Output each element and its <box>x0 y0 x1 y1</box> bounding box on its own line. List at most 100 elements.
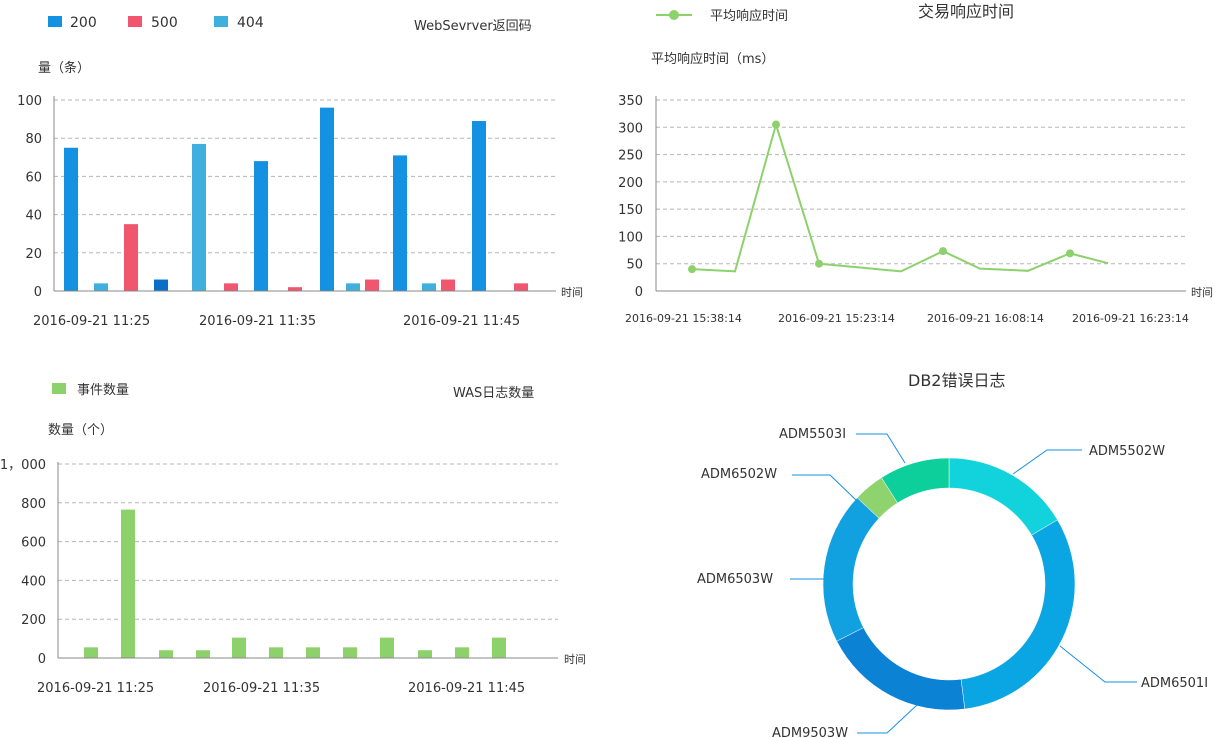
bar <box>365 279 379 291</box>
bar <box>441 279 455 291</box>
y-axis-label: 平均响应时间（ms） <box>651 51 774 67</box>
legend-label-404: 404 <box>237 15 264 31</box>
legend-label-500: 500 <box>151 15 178 31</box>
data-point <box>688 265 696 274</box>
bar <box>121 509 135 658</box>
legend-swatch <box>52 383 66 394</box>
bar <box>288 287 302 291</box>
legend: 平均响应时间 <box>656 8 788 24</box>
y-tick-label: 1，000 <box>0 458 46 473</box>
y-tick-label: 200 <box>21 613 46 628</box>
bar <box>154 279 168 291</box>
x-tick-label: 2016-09-21 11:25 <box>37 681 154 696</box>
chart-title: WAS日志数量 <box>453 386 534 401</box>
bar <box>422 283 436 291</box>
bar <box>84 647 98 658</box>
callout-line-adm6502w <box>792 474 857 501</box>
y-tick-label: 600 <box>21 536 46 551</box>
y-axis-label: 数量（个） <box>48 423 113 438</box>
slice-label-adm6501i: ADM6501I <box>1141 676 1208 691</box>
bar <box>254 161 268 291</box>
x-tick-label: 2016-09-21 11:25 <box>33 314 150 329</box>
x-tick-label: 2016-09-21 15:38:14 <box>625 312 742 325</box>
legend-swatch-404 <box>214 16 228 27</box>
donut-slice <box>881 457 950 504</box>
data-point <box>1066 249 1074 258</box>
callout-line-adm9503w <box>857 704 918 734</box>
legend: 事件数量 <box>52 383 129 398</box>
donut-slice <box>822 497 880 642</box>
bar <box>472 121 486 291</box>
legend-swatch-200 <box>48 16 62 27</box>
legend-label-200: 200 <box>70 15 97 31</box>
x-tick-label: 2016-09-21 11:35 <box>203 681 320 696</box>
series-line <box>691 121 1109 273</box>
y-tick-label: 0 <box>635 285 643 300</box>
bar <box>224 283 238 291</box>
bar <box>124 224 138 291</box>
bar <box>418 650 432 658</box>
bar <box>306 647 320 658</box>
bar <box>94 283 108 291</box>
bar <box>346 283 360 291</box>
bar <box>196 650 210 658</box>
legend-marker <box>669 10 679 20</box>
bar <box>492 637 506 658</box>
y-tick-label: 100 <box>17 94 42 109</box>
bar <box>159 650 173 658</box>
chart-title: WebSevrver返回码 <box>414 19 532 34</box>
callout-line-adm6501i <box>1059 645 1137 683</box>
y-tick-label: 50 <box>626 258 643 273</box>
y-tick-label: 100 <box>618 230 643 245</box>
y-tick-label: 800 <box>21 497 46 512</box>
bar <box>514 283 528 291</box>
y-tick-label: 150 <box>618 203 643 218</box>
callout-line-adm5502w <box>1012 449 1082 475</box>
y-tick-label: 400 <box>21 574 46 589</box>
slice-label-adm6502w: ADM6502W <box>701 467 777 482</box>
x-tick-label: 2016-09-21 11:45 <box>403 314 520 329</box>
bar <box>380 637 394 658</box>
x-axis-label: 时间 <box>561 286 583 299</box>
slice-label-adm5503i: ADM5503I <box>779 427 846 442</box>
bar <box>192 143 206 291</box>
y-tick-label: 0 <box>34 285 42 300</box>
slice-label-adm6503w: ADM6503W <box>697 572 773 587</box>
webserver-chart: 200 500 404 WebSevrver返回码 量（条） 0 20 40 60 80… <box>17 15 583 329</box>
legend-label: 平均响应时间 <box>710 8 788 24</box>
y-tick-label: 300 <box>618 121 643 136</box>
y-tick-label: 40 <box>25 209 42 224</box>
bar <box>343 647 357 658</box>
x-tick-label: 2016-09-21 16:08:14 <box>927 312 1044 325</box>
bar <box>320 107 334 291</box>
chart-title: 交易响应时间 <box>918 2 1014 21</box>
response-time-chart: 平均响应时间 交易响应时间 平均响应时间（ms） 0 50 100 150 200 250… <box>618 2 1213 325</box>
donut-slice <box>836 627 966 711</box>
donut-slice <box>960 519 1076 710</box>
db2-error-chart: DB2错误日志 ADM5502W ADM6501I ADM9503W ADM65… <box>697 371 1208 738</box>
y-tick-label: 20 <box>25 247 42 262</box>
y-tick-label: 0 <box>38 652 46 667</box>
y-tick-label: 250 <box>618 149 643 164</box>
data-point <box>772 120 780 129</box>
callouts <box>790 433 1137 734</box>
donut-slice <box>948 457 1058 536</box>
data-point <box>939 247 947 256</box>
y-tick-label: 80 <box>25 132 42 147</box>
callout-line-adm5503i <box>856 433 906 464</box>
data-point <box>815 259 823 268</box>
bar <box>393 155 407 291</box>
slice-label-adm9503w: ADM9503W <box>772 726 848 738</box>
x-tick-label: 2016-09-21 16:23:14 <box>1072 312 1189 325</box>
x-tick-label: 2016-09-21 11:35 <box>199 314 316 329</box>
legend-label: 事件数量 <box>77 383 129 398</box>
y-tick-label: 350 <box>618 94 643 109</box>
x-tick-label: 2016-09-21 11:45 <box>408 681 525 696</box>
legend-swatch-500 <box>128 16 142 27</box>
bar <box>64 147 78 291</box>
legend: 200 500 404 <box>48 15 264 31</box>
bar <box>455 647 469 658</box>
y-tick-label: 60 <box>25 170 42 185</box>
x-axis-label: 时间 <box>1191 286 1213 299</box>
chart-title: DB2错误日志 <box>908 371 1005 390</box>
